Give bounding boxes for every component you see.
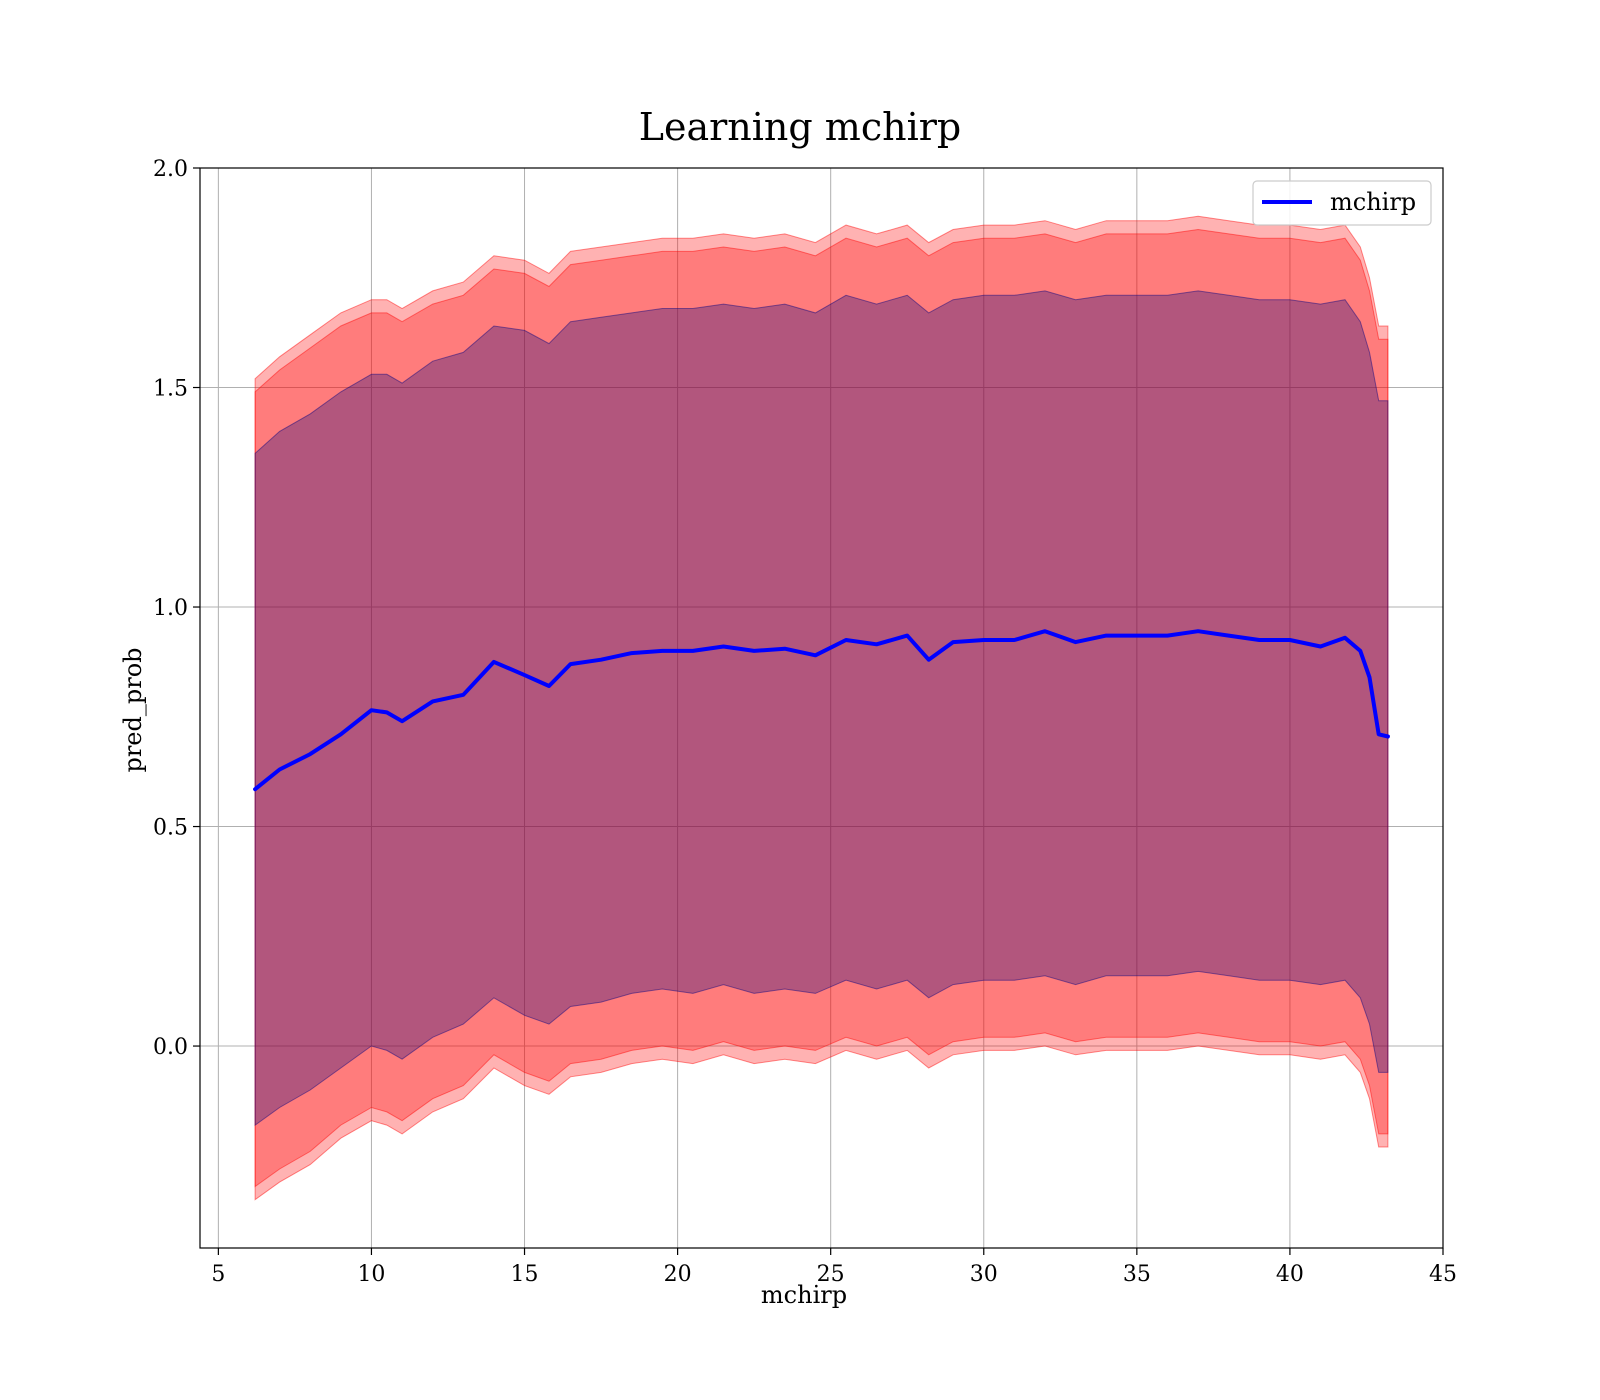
y-tick-label: 0.0 <box>153 1035 188 1060</box>
x-tick-label: 10 <box>357 1262 385 1287</box>
band-inner <box>254 290 1389 1127</box>
x-tick-label: 5 <box>211 1262 225 1287</box>
x-tick-label: 20 <box>664 1262 692 1287</box>
x-tick-label: 35 <box>1123 1262 1151 1287</box>
x-tick-label: 40 <box>1276 1262 1304 1287</box>
band-outer <box>254 215 1389 1201</box>
chart-title: Learning mchirp <box>639 105 961 149</box>
y-tick-label: 2.0 <box>153 157 188 182</box>
x-tick-label: 15 <box>511 1262 539 1287</box>
series-line-mchirp <box>253 629 1390 792</box>
y-tick-label: 1.5 <box>153 377 188 402</box>
y-tick-label: 0.5 <box>153 816 188 841</box>
x-axis-label: mchirp <box>761 1281 847 1309</box>
legend: mchirp <box>1252 180 1432 226</box>
y-axis-label: pred_prob <box>119 647 147 772</box>
y-tick-label: 1.0 <box>153 596 188 621</box>
x-tick-label: 25 <box>817 1262 845 1287</box>
plot-frame <box>199 167 1444 1249</box>
legend-box <box>1252 180 1432 226</box>
x-tick-label: 45 <box>1429 1262 1457 1287</box>
band-middle <box>254 228 1389 1188</box>
x-axis: 5 10 15 20 25 30 35 40 45 <box>211 1248 1457 1287</box>
confidence-bands <box>254 215 1389 1201</box>
series-layer <box>253 629 1390 792</box>
y-axis: 0.0 0.5 1.0 1.5 2.0 <box>153 157 200 1060</box>
legend-label-mchirp: mchirp <box>1330 188 1416 216</box>
plot-area <box>199 167 1444 1249</box>
x-tick-label: 30 <box>970 1262 998 1287</box>
